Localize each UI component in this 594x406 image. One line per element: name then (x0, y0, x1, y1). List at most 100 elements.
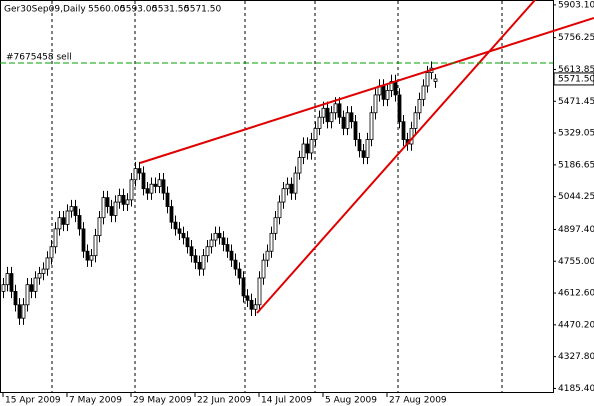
candle-body (37, 273, 42, 279)
candle-body (173, 221, 178, 230)
candle-body (13, 291, 18, 306)
candle-body (53, 228, 58, 248)
candle-body (73, 206, 78, 216)
candle-body (261, 259, 266, 279)
candle-body (153, 183, 158, 187)
y-tick-label: 4470.20 (558, 320, 594, 330)
candle-body (217, 232, 222, 239)
candle-body (353, 121, 358, 140)
x-tick-label: 15 Apr 2009 (5, 396, 61, 406)
candle-body (101, 197, 106, 219)
candle-body (93, 235, 98, 257)
candle-body (253, 304, 258, 310)
y-tick-label: 5903.10 (558, 0, 594, 10)
trend-line (139, 17, 594, 164)
candle-body (297, 157, 302, 174)
x-tick-label: 22 Jun 2009 (197, 396, 251, 406)
candle-body (81, 228, 86, 252)
x-tick-label: 29 May 2009 (133, 396, 192, 406)
candle-body (189, 246, 194, 257)
candle-body (33, 277, 38, 292)
candle-body (137, 168, 142, 174)
candle-body (329, 112, 334, 123)
candle-body (245, 295, 250, 301)
y-tick-label: 5613.85 (558, 65, 594, 75)
candle-body (385, 90, 390, 100)
candle-body (361, 150, 366, 158)
candle-body (17, 304, 22, 319)
candle-body (237, 268, 242, 279)
candle-body (197, 261, 202, 270)
candle-body (105, 197, 110, 207)
candle-body (121, 194, 126, 205)
candle-body (41, 268, 46, 274)
candle-body (401, 121, 406, 140)
ohlc-open: 5560.00 (88, 5, 125, 15)
y-tick-label: 5471.45 (558, 97, 594, 107)
candle-body (133, 168, 138, 181)
candle-body (25, 284, 30, 306)
y-tick-label: 5186.65 (558, 160, 594, 170)
y-tick-label: 5756.25 (558, 33, 594, 43)
candle-body (161, 179, 166, 194)
candle-body (433, 78, 438, 82)
candle-body (321, 107, 326, 118)
candle-body (369, 112, 374, 140)
candle-body (357, 139, 362, 152)
candle-body (273, 217, 278, 234)
y-tick-label: 5044.25 (558, 192, 594, 202)
candle-body (241, 277, 246, 297)
order-label: #7675458 sell (6, 52, 72, 62)
candle-body (277, 201, 282, 219)
y-tick-label: 4612.60 (558, 289, 594, 299)
candle-body (309, 139, 314, 154)
candle-body (293, 172, 298, 194)
candle-body (381, 85, 386, 100)
candle-body (281, 188, 286, 203)
candle-body (333, 103, 338, 114)
candle-body (249, 299, 254, 310)
candle-body (61, 217, 66, 225)
candle-body (233, 259, 238, 270)
candle-body (213, 232, 218, 241)
chart-title: Ger30Sep09,Daily (4, 5, 86, 15)
y-tick-label: 4185.40 (558, 384, 594, 394)
ohlc-close: 5571.50 (184, 5, 221, 15)
candle-body (169, 206, 174, 223)
candle-body (349, 112, 354, 123)
candle-body (77, 215, 82, 230)
trend-lines (139, 0, 594, 314)
candle-body (209, 239, 214, 248)
candle-body (117, 194, 122, 203)
candle-body (289, 183, 294, 194)
candle-body (21, 304, 26, 319)
candle-body (193, 255, 198, 263)
candle-body (397, 94, 402, 123)
candle-body (345, 112, 350, 129)
candle-body (269, 232, 274, 252)
candle-body (1, 284, 6, 292)
y-tick-label: 4327.80 (558, 352, 594, 362)
candle-body (325, 107, 330, 123)
candle-body (221, 237, 226, 245)
candle-body (141, 172, 146, 190)
candle-body (257, 277, 262, 306)
candle-body (301, 143, 306, 158)
ohlc-high: 5593.00 (120, 5, 157, 15)
y-tick-label: 5329.05 (558, 129, 594, 139)
candle-body (57, 217, 62, 230)
candle-body (417, 98, 422, 114)
candle-body (165, 192, 170, 207)
candle-body (225, 244, 230, 252)
candle-body (421, 85, 426, 100)
candle-body (341, 116, 346, 129)
candle-body (49, 246, 54, 259)
candle-body (285, 183, 290, 190)
candle-body (317, 116, 322, 129)
candle-body (29, 284, 34, 292)
ohlc-low: 5531.50 (152, 5, 189, 15)
candle-body (5, 273, 10, 286)
candle-body (89, 255, 94, 261)
candle-body (65, 210, 70, 225)
